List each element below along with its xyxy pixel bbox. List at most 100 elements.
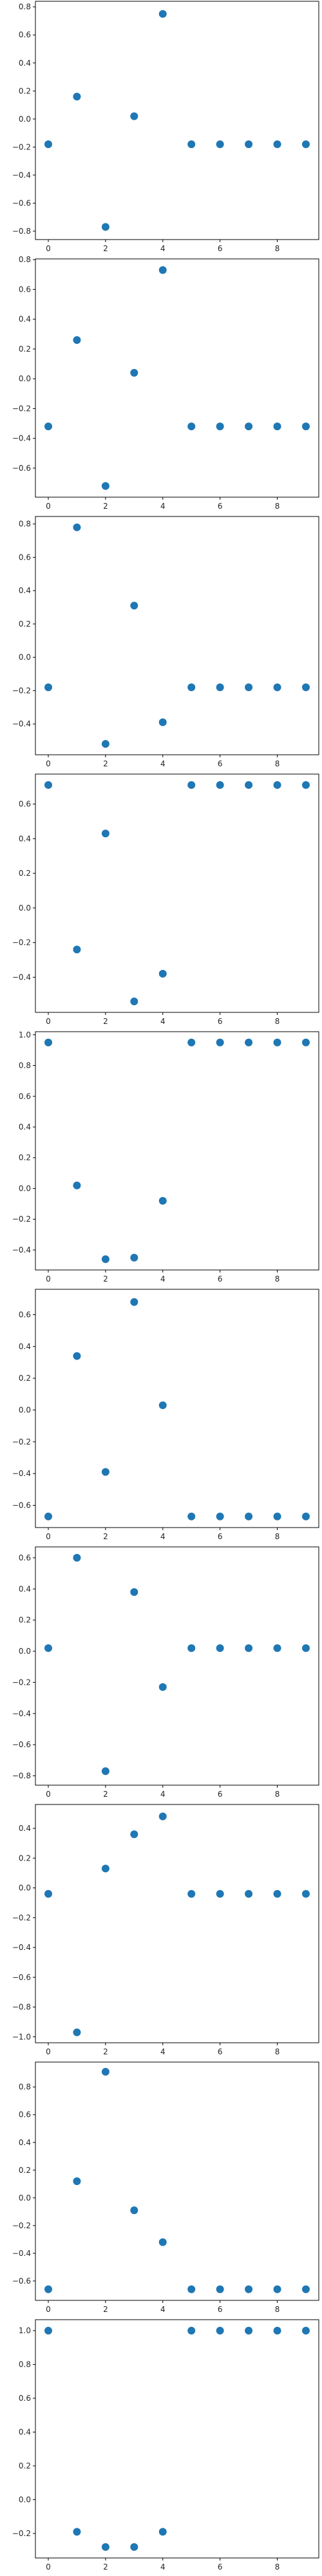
x-tick-label: 4 (160, 502, 166, 511)
y-tick-label: 0.4 (19, 2428, 31, 2437)
data-point (101, 223, 109, 231)
y-tick-label: −0.4 (12, 2249, 31, 2258)
x-tick-label: 6 (218, 759, 223, 768)
x-tick-label: 0 (46, 1532, 51, 1541)
y-tick-label: −0.4 (12, 1469, 31, 1478)
data-point (187, 1038, 196, 1046)
data-point (216, 422, 224, 431)
y-tick-label: 1.0 (19, 2326, 31, 2335)
data-point (216, 2285, 224, 2293)
y-tick-label: −0.2 (12, 2221, 31, 2230)
y-tick-label: 0.4 (19, 59, 31, 68)
x-tick-label: 4 (160, 2562, 166, 2571)
data-point (73, 1553, 81, 1562)
x-tick-label: 2 (103, 244, 108, 253)
data-point (130, 368, 138, 377)
x-tick-label: 8 (275, 2047, 280, 2056)
y-tick-label: −0.2 (12, 1678, 31, 1687)
data-point (44, 1038, 52, 1046)
y-tick-label: 0.6 (19, 553, 31, 562)
data-point (44, 2327, 52, 2335)
data-point (101, 2068, 109, 2076)
x-tick-label: 4 (160, 1274, 166, 1283)
data-point (44, 1512, 52, 1520)
x-tick-label: 0 (46, 2562, 51, 2571)
y-tick-label: −0.8 (12, 2003, 31, 2012)
data-point (245, 1644, 253, 1653)
data-point (44, 683, 52, 692)
y-tick-label: 0.0 (19, 1884, 31, 1893)
data-point (245, 683, 253, 692)
data-point (101, 1864, 109, 1873)
x-tick-label: 2 (103, 2305, 108, 2314)
data-point (245, 2285, 253, 2293)
y-tick-label: 0.8 (19, 520, 31, 529)
y-tick-label: 0.6 (19, 1553, 31, 1562)
data-point (216, 1644, 224, 1653)
y-tick-label: 0.2 (19, 345, 31, 354)
x-tick-label: 6 (218, 2305, 223, 2314)
y-tick-label: 0.0 (19, 1405, 31, 1414)
data-point (130, 112, 138, 120)
y-tick-label: 0.4 (19, 1584, 31, 1593)
data-point (302, 683, 310, 692)
data-point (302, 2285, 310, 2293)
data-point (73, 1352, 81, 1360)
x-tick-label: 4 (160, 244, 166, 253)
data-point (101, 1767, 109, 1776)
x-tick-label: 8 (275, 1274, 280, 1283)
y-tick-label: 0.0 (19, 1647, 31, 1656)
data-point (158, 718, 167, 726)
axes-frame (35, 516, 319, 755)
y-tick-label: 0.2 (19, 1153, 31, 1162)
data-point (101, 2543, 109, 2551)
data-point (302, 1644, 310, 1653)
y-tick-label: −0.2 (12, 1215, 31, 1224)
data-point (73, 523, 81, 531)
y-tick-label: −0.6 (12, 1501, 31, 1510)
data-point (302, 1889, 310, 1898)
data-point (187, 2327, 196, 2335)
y-tick-label: −0.4 (12, 1245, 31, 1255)
data-point (273, 2285, 281, 2293)
y-tick-label: 0.2 (19, 620, 31, 629)
data-point (101, 1468, 109, 1476)
axes-frame (35, 1031, 319, 1271)
y-tick-label: −0.8 (12, 227, 31, 236)
data-point (73, 2528, 81, 2536)
data-point (187, 422, 196, 431)
data-point (302, 2327, 310, 2335)
y-tick-label: 0.0 (19, 904, 31, 913)
data-point (245, 140, 253, 148)
x-tick-label: 2 (103, 1532, 108, 1541)
axes-frame (35, 258, 319, 498)
y-tick-label: −0.6 (12, 2277, 31, 2286)
data-point (216, 1512, 224, 1520)
x-tick-label: 0 (46, 1790, 51, 1799)
x-tick-label: 4 (160, 759, 166, 768)
y-tick-label: 0.8 (19, 2083, 31, 2092)
subplot-6: 0 2 4 6 8 −0.6 −0.4 −0.2 0.0 0.2 0.4 0.6 (12, 1289, 319, 1541)
data-point (44, 140, 52, 148)
data-point (273, 1512, 281, 1520)
x-tick-label: 2 (103, 2562, 108, 2571)
subplot-4: 0 2 4 6 8 −0.4 −0.2 0.0 0.2 0.4 0.6 (12, 773, 319, 1026)
y-tick-label: −0.4 (12, 719, 31, 728)
data-point (44, 1644, 52, 1653)
x-tick-label: 4 (160, 1532, 166, 1541)
x-tick-label: 8 (275, 2305, 280, 2314)
y-tick-label: 0.4 (19, 1122, 31, 1132)
axes-frame (35, 1804, 319, 2043)
y-tick-label: −0.8 (12, 1771, 31, 1780)
data-point (158, 1197, 167, 1205)
data-point (44, 422, 52, 431)
y-tick-label: −1.0 (12, 2032, 31, 2041)
data-point (302, 1038, 310, 1046)
subplot-5: 0 2 4 6 8 −0.4 −0.2 0.0 0.2 0.4 0.6 0.8 1.0 (12, 1030, 319, 1283)
data-point (158, 10, 167, 18)
y-tick-label: 0.4 (19, 834, 31, 843)
x-tick-label: 6 (218, 2047, 223, 2056)
y-tick-label: 0.0 (19, 2193, 31, 2202)
x-tick-label: 8 (275, 759, 280, 768)
